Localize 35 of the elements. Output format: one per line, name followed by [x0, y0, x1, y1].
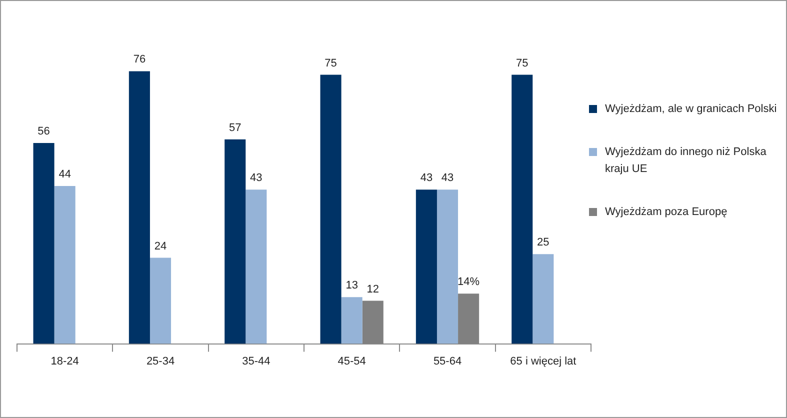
bar [54, 186, 76, 344]
bar [150, 258, 172, 344]
x-tick-label: 18-24 [50, 355, 79, 368]
bar [532, 254, 554, 344]
bar [512, 74, 533, 344]
bar [33, 142, 54, 344]
data-label: 12 [366, 283, 380, 296]
bar [246, 190, 267, 344]
data-label: 43 [250, 172, 262, 184]
data-label: 75 [516, 57, 528, 70]
data-label: 43 [420, 172, 433, 184]
x-tick-label: 65 i więcej lat [510, 355, 576, 368]
legend-label: Wyjeżdżam poza Europę [605, 205, 728, 220]
x-tick-label: 25-34 [146, 355, 175, 368]
legend-label: Wyjeżdżam do innego niż Polska kraju UE [605, 145, 768, 177]
data-label: 57 [228, 122, 242, 134]
bar [341, 297, 362, 344]
x-tick-label: 35-44 [242, 355, 270, 368]
bar [416, 190, 437, 344]
bar [320, 74, 342, 344]
x-tick-label: 55-64 [433, 355, 462, 368]
data-label: 75 [324, 57, 337, 70]
data-label: 44 [58, 168, 71, 181]
x-tick-label: 45-54 [338, 355, 366, 368]
data-label: 25 [537, 236, 550, 249]
data-label: 13 [346, 280, 358, 292]
bar [224, 139, 246, 344]
data-label: 56 [38, 125, 50, 138]
bar [128, 71, 150, 344]
data-label: 14% [458, 276, 480, 288]
data-label: 76 [133, 54, 146, 66]
bar [436, 190, 458, 344]
data-label: 43 [441, 172, 454, 184]
data-label: 24 [154, 240, 167, 252]
legend-label: Wyjeżdżam, ale w granicach Polski [605, 102, 777, 117]
